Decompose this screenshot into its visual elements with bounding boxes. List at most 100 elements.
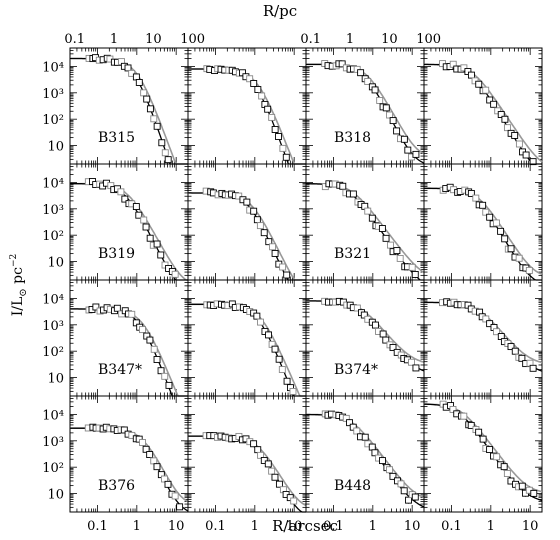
panel-label: B374* [334, 362, 378, 378]
panel-13: 0.1 1 10 [187, 395, 307, 534]
data-point [464, 68, 472, 75]
data-point [260, 229, 268, 237]
data-point [382, 336, 390, 344]
data-point [479, 435, 487, 443]
data-point [467, 189, 475, 197]
data-point [360, 311, 368, 319]
data-point [515, 254, 523, 262]
data-point [289, 388, 297, 395]
data-point [357, 69, 365, 77]
data-point [507, 343, 515, 351]
data-point [271, 473, 279, 481]
data-point [279, 144, 287, 152]
data-point [161, 149, 169, 157]
data-point [139, 326, 146, 334]
panel-frame [305, 163, 425, 281]
data-point [176, 503, 184, 511]
x-tick-label: 1 [133, 519, 141, 534]
data-point [92, 303, 100, 311]
data-point [275, 355, 283, 363]
panel-12: B376 10 10² 10³ 10⁴ 0.1 1 10 [42, 395, 189, 534]
data-point [339, 182, 347, 190]
data-point [368, 214, 376, 222]
panel-frame [305, 279, 425, 397]
y-tick-label: 10² [42, 113, 64, 128]
data-point [113, 304, 121, 312]
data-point [124, 64, 132, 72]
data-point [382, 234, 390, 242]
y-tick-label: 10⁴ [42, 176, 64, 191]
panel-label: B319 [98, 246, 135, 262]
data-point [158, 139, 166, 147]
y-tick-label: 10⁴ [42, 60, 64, 75]
data-point [400, 135, 408, 143]
data-point [146, 105, 154, 113]
data-point [400, 487, 408, 495]
data-point [511, 347, 519, 355]
data-point [146, 234, 154, 242]
top-tick-label: 1 [346, 32, 354, 47]
data-point [254, 446, 262, 454]
panel-11 [423, 279, 543, 397]
panel-1 [187, 47, 307, 165]
data-point [140, 216, 148, 224]
y-tick-label: 10² [42, 229, 64, 244]
data-point [389, 472, 397, 480]
data-point [529, 158, 537, 166]
panel-label: B347* [98, 362, 142, 378]
data-point [501, 115, 509, 123]
y-tick-label: 10 [47, 488, 64, 503]
data-point [268, 467, 276, 475]
data-point [479, 201, 487, 209]
data-point [353, 304, 361, 312]
y-tick-label: 10³ [42, 319, 64, 334]
data-point [389, 117, 397, 125]
panel-14: B448 0.1 1 10 [305, 395, 425, 534]
data-point [482, 86, 490, 94]
data-point [501, 235, 509, 243]
data-point [371, 86, 379, 94]
data-point [257, 318, 264, 326]
data-point [393, 127, 401, 135]
panel-4: B319 10 10² 10³ 10⁴ [42, 163, 189, 281]
data-point [408, 358, 415, 366]
data-point [146, 336, 154, 344]
panel-frame [187, 163, 307, 281]
data-point [386, 111, 394, 119]
data-point [349, 423, 357, 431]
x-tick-label: 1 [487, 519, 495, 534]
top-tick-label: 100 [416, 32, 441, 47]
x-tick-label: 1 [369, 519, 377, 534]
model-curve-black [70, 427, 189, 512]
data-point [146, 451, 154, 459]
data-point [338, 60, 346, 68]
data-point [408, 263, 416, 271]
data-point [412, 364, 420, 372]
data-point [290, 497, 298, 505]
x-tick-label: 0.1 [323, 519, 344, 534]
data-point [379, 457, 386, 465]
data-point [128, 310, 136, 318]
x-tick-label: 10 [404, 519, 421, 534]
data-point [257, 451, 265, 459]
panel-15: 0.1 1 10 [423, 395, 543, 534]
panel-label: B318 [334, 130, 371, 146]
data-point [503, 470, 511, 477]
y-tick-label: 10² [42, 461, 64, 476]
y-tick-label: 10⁴ [42, 408, 64, 423]
data-point [379, 330, 387, 338]
data-point [412, 150, 420, 158]
data-point [243, 198, 251, 206]
data-point [161, 475, 168, 483]
panel-frame [423, 395, 543, 513]
data-point [250, 440, 258, 448]
panel-5 [187, 163, 307, 281]
data-point [282, 153, 290, 161]
data-point [472, 194, 480, 202]
data-point [161, 372, 169, 380]
top-tick-label: 1 [110, 32, 118, 47]
data-point [165, 381, 173, 389]
data-point [254, 86, 262, 93]
